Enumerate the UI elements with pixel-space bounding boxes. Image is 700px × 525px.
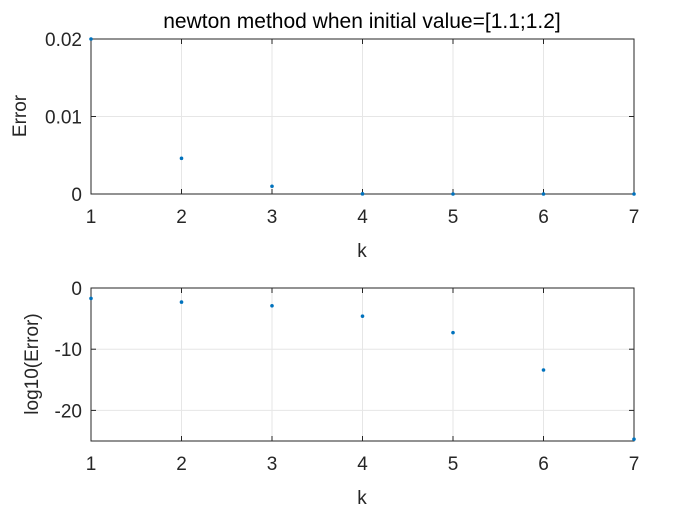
error-axes: 1 2 3 4 5 6 7 0 0.01 0.02 <box>45 30 639 228</box>
bottom-x-axis-label: k <box>357 488 367 509</box>
bottom-y-tick-label: -10 <box>55 340 82 361</box>
bottom-x-tick-label: 5 <box>448 454 459 475</box>
top-x-axis-label: k <box>357 241 367 262</box>
bottom-data-point <box>360 314 365 318</box>
top-x-tick-label: 5 <box>448 207 459 228</box>
bottom-y-tick-label: -20 <box>55 401 82 422</box>
top-data-point <box>270 184 274 189</box>
top-data-point <box>89 37 93 41</box>
bottom-data-point <box>451 330 455 335</box>
bottom-x-tick-label: 3 <box>267 454 278 475</box>
top-y-tick-label: 0.02 <box>45 30 82 51</box>
bottom-data-point <box>541 368 546 372</box>
bottom-x-tick-label: 2 <box>176 454 187 475</box>
bottom-y-tick-label: 0 <box>71 279 82 300</box>
bottom-data-point <box>179 300 184 304</box>
bottom-x-tick-label: 1 <box>86 454 97 475</box>
top-chart-title: newton method when initial value=[1.1;1.… <box>163 10 561 33</box>
bottom-x-tick-label: 6 <box>538 454 549 475</box>
top-x-tick-label: 1 <box>86 207 97 228</box>
top-data-point <box>179 156 184 161</box>
log-error-axes: 1 2 3 4 5 6 7 0 -10 -20 <box>55 279 640 475</box>
top-y-tick-label: 0.01 <box>45 108 82 129</box>
top-data-point <box>451 192 455 196</box>
top-data-point <box>360 192 365 196</box>
top-data-point <box>632 192 636 196</box>
bottom-x-tick-label: 7 <box>629 454 640 475</box>
top-x-tick-label: 2 <box>176 207 187 228</box>
bottom-y-axis-label: log10(Error) <box>22 313 43 414</box>
bottom-data-point <box>270 303 274 308</box>
top-x-tick-label: 7 <box>629 207 640 228</box>
bottom-data-point <box>632 437 636 441</box>
top-x-tick-label: 6 <box>538 207 549 228</box>
top-data-point <box>541 192 546 196</box>
top-y-tick-label: 0 <box>71 185 82 206</box>
top-y-axis-label: Error <box>10 94 31 137</box>
bottom-data-point <box>89 296 93 301</box>
top-x-tick-label: 3 <box>267 207 278 228</box>
bottom-x-tick-label: 4 <box>357 454 368 475</box>
top-x-tick-label: 4 <box>357 207 368 228</box>
